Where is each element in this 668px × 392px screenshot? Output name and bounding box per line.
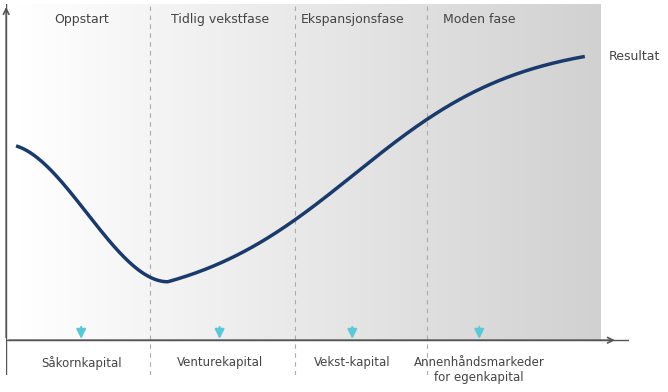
Text: Moden fase: Moden fase: [443, 13, 516, 26]
Text: Ekspansjonsfase: Ekspansjonsfase: [301, 13, 404, 26]
Text: Annenhåndsmarkeder
for egenkapital: Annenhåndsmarkeder for egenkapital: [413, 356, 544, 384]
Text: Resultat: Resultat: [609, 50, 661, 63]
Text: Vekst-kapital: Vekst-kapital: [314, 356, 391, 369]
Text: Oppstart: Oppstart: [54, 13, 108, 26]
Text: Tidlig vekstfase: Tidlig vekstfase: [170, 13, 269, 26]
Text: Såkornkapital: Såkornkapital: [41, 356, 122, 370]
Text: Venturekapital: Venturekapital: [176, 356, 263, 369]
